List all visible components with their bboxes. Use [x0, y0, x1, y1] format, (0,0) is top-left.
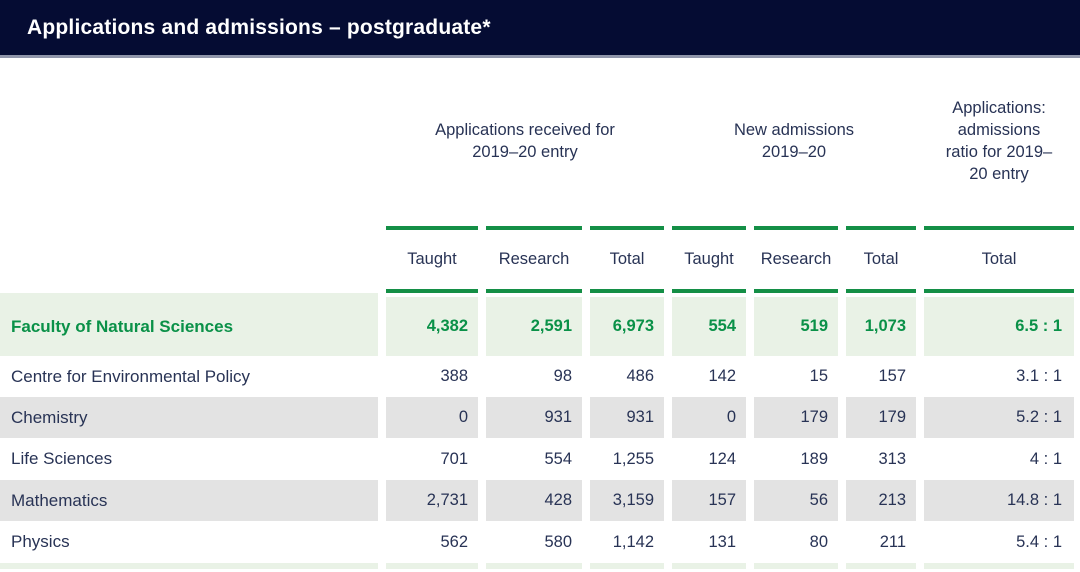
cutoff-row-cell: [0, 563, 378, 569]
cell-value: 580: [544, 532, 572, 551]
cell-ratio-value: 5.4 : 1: [1016, 532, 1062, 551]
cell-value: 179: [846, 397, 916, 438]
cell-value: 6,973: [590, 297, 664, 356]
cell-value: 56: [754, 480, 838, 521]
cell-ratio-value: 4 : 1: [1029, 449, 1062, 468]
cutoff-row-cell: [486, 563, 582, 569]
cell-value: 0: [672, 397, 746, 438]
group-header-new-admissions: New admissions 2019–20: [672, 58, 916, 226]
row-label: Life Sciences: [11, 449, 113, 468]
cell-value: 519: [754, 297, 838, 356]
cell-ratio-value: 5.2 : 1: [924, 397, 1074, 438]
cell-value: 189: [800, 449, 828, 468]
group-header-ratio: Applications: admissions ratio for 2019–…: [924, 58, 1074, 226]
cell-ratio-value: 3.1 : 1: [1016, 367, 1062, 385]
cell-value: 4,382: [386, 297, 478, 356]
cell-value: 313: [878, 449, 906, 468]
column-header-taught: Taught: [684, 250, 734, 268]
cell-value: 213: [846, 480, 916, 521]
admissions-table: Applications received for 2019–20 entry …: [0, 58, 1080, 569]
row-label: Mathematics: [0, 480, 378, 521]
green-rule: [846, 226, 916, 230]
cell-value: 142: [708, 367, 736, 385]
row-label: Physics: [11, 532, 70, 551]
group-header-label: New admissions 2019–20: [733, 121, 855, 161]
green-rule: [590, 226, 664, 230]
cell-value: 124: [708, 449, 736, 468]
cell-value: 1,255: [612, 449, 654, 468]
green-rule: [486, 226, 582, 230]
cell-ratio-value: 6.5 : 1: [924, 297, 1074, 356]
cutoff-row-cell: [924, 563, 1074, 569]
cutoff-row-cell: [590, 563, 664, 569]
cell-value: 2,731: [386, 480, 478, 521]
cell-value: 931: [590, 397, 664, 438]
cutoff-row-cell: [754, 563, 838, 569]
cutoff-row-cell: [672, 563, 746, 569]
green-rule: [924, 226, 1074, 230]
cell-value: 701: [440, 449, 468, 468]
green-rule: [386, 226, 478, 230]
cell-value: 428: [486, 480, 582, 521]
green-rule: [672, 226, 746, 230]
cutoff-row-cell: [386, 563, 478, 569]
group-header-label: Applications received for 2019–20 entry: [435, 121, 615, 161]
cell-value: 80: [809, 532, 828, 551]
title-bar: Applications and admissions – postgradua…: [0, 0, 1080, 58]
cell-ratio-value: 14.8 : 1: [924, 480, 1074, 521]
group-header-applications-received: Applications received for 2019–20 entry: [386, 58, 664, 226]
cell-value: 3,159: [590, 480, 664, 521]
column-header-total: Total: [863, 250, 899, 268]
row-label: Centre for Environmental Policy: [11, 366, 251, 386]
cell-value: 486: [626, 367, 654, 385]
cell-value: 2,591: [486, 297, 582, 356]
column-header-taught: Taught: [407, 250, 457, 268]
cutoff-row-cell: [846, 563, 916, 569]
column-header-research: Research: [760, 250, 832, 268]
cell-value: 562: [440, 532, 468, 551]
cell-value: 931: [486, 397, 582, 438]
green-rule: [386, 289, 478, 293]
row-tint-spacer: [0, 293, 378, 297]
page-title: Applications and admissions – postgradua…: [27, 15, 491, 39]
cell-value: 1,142: [612, 532, 654, 551]
row-label: Faculty of Natural Sciences: [0, 297, 378, 356]
green-rule: [754, 226, 838, 230]
cell-value: 179: [754, 397, 838, 438]
green-rule: [486, 289, 582, 293]
cell-value: 15: [809, 367, 828, 385]
cell-value: 554: [544, 449, 572, 468]
group-header-label: Applications: admissions ratio for 2019–…: [945, 99, 1053, 183]
green-rule: [754, 289, 838, 293]
cell-value: 211: [879, 532, 906, 551]
cell-value: 0: [386, 397, 478, 438]
column-header-total: Total: [609, 250, 645, 268]
cell-value: 388: [440, 367, 468, 385]
column-header-ratio-total: Total: [981, 250, 1017, 268]
green-rule: [924, 289, 1074, 293]
cell-value: 131: [708, 532, 736, 551]
row-label: Chemistry: [0, 397, 378, 438]
cell-value: 157: [672, 480, 746, 521]
corner-spacer: [0, 58, 378, 226]
cell-value: 157: [878, 367, 906, 385]
green-rule: [672, 289, 746, 293]
cell-value: 554: [672, 297, 746, 356]
green-rule: [846, 289, 916, 293]
cell-value: 1,073: [846, 297, 916, 356]
cell-value: 98: [553, 367, 572, 385]
subheader-spacer: [0, 230, 378, 289]
green-rule: [590, 289, 664, 293]
column-header-research: Research: [498, 250, 570, 268]
